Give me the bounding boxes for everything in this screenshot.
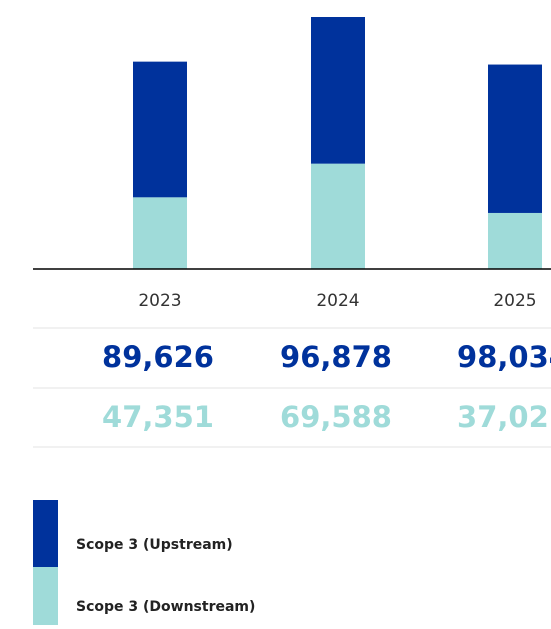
x-tick-label: 2024 [316,291,359,311]
legend-swatch [33,567,58,625]
value-label: 37,021 [457,400,551,434]
value-label: 98,034 [457,340,551,374]
x-tick-label: 2023 [138,291,181,311]
legend-label: Scope 3 (Downstream) [76,599,255,615]
value-label: 96,878 [280,340,392,374]
bar-segment [311,163,365,269]
bar-segment [488,64,542,213]
value-label: 89,626 [102,340,214,374]
legend-label: Scope 3 (Upstream) [76,537,233,553]
legend-swatch [33,500,58,567]
value-label: 47,351 [102,400,214,434]
x-tick-label: 2025 [493,291,536,311]
bar-segment [488,212,542,269]
value-label: 69,588 [280,400,392,434]
bar-segment [311,17,365,164]
bar-segment [133,61,187,198]
bar-segment [133,197,187,269]
